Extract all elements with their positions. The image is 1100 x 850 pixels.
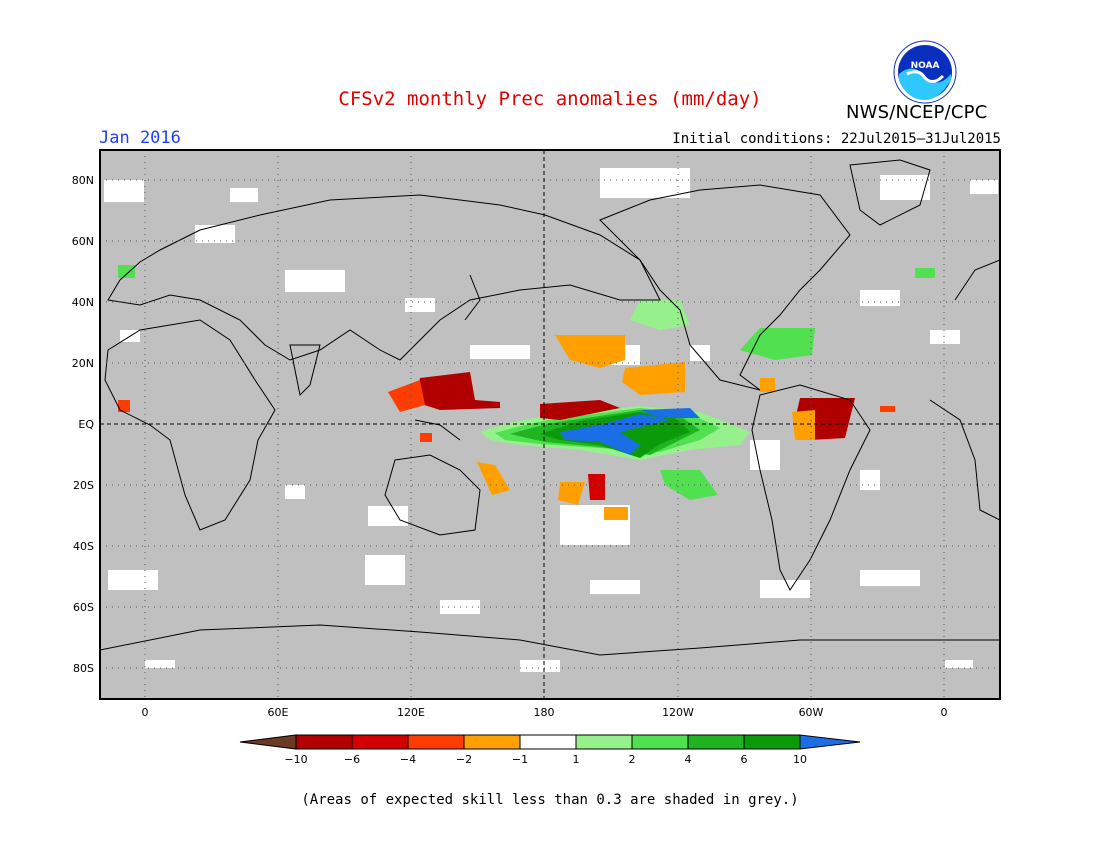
colorbar-label: −6 <box>344 753 360 766</box>
lon-label: 0 <box>142 706 149 719</box>
colorbar-label: −1 <box>512 753 528 766</box>
logo-text: NOAA <box>911 61 940 71</box>
latitude-labels: 80N 60N 40N 20N EQ 20S 40S 60S 80S <box>72 174 95 675</box>
colorbar-segment <box>463 734 521 750</box>
white-patches <box>104 168 998 672</box>
colorbar-segment <box>407 734 465 750</box>
map-frame <box>99 149 1001 700</box>
colorbar-segment <box>519 734 577 750</box>
lat-label: 60S <box>73 601 94 614</box>
colorbar-segment <box>743 734 801 750</box>
lat-label: 20N <box>72 357 94 370</box>
lat-label: 60N <box>72 235 94 248</box>
graticule <box>100 150 1000 699</box>
colorbar-label: 4 <box>685 753 692 766</box>
lat-label: 20S <box>73 479 94 492</box>
colorbar-label: −2 <box>456 753 472 766</box>
longitude-labels: 0 60E 120E 180 120W 60W 0 <box>142 706 948 719</box>
positive-anomaly-band <box>118 265 935 500</box>
colorbar-segment <box>631 734 689 750</box>
target-month: Jan 2016 <box>99 128 181 148</box>
lat-label: 40N <box>72 296 94 309</box>
lon-label: 120W <box>662 706 694 719</box>
colorbar-segment <box>351 734 409 750</box>
footnote: (Areas of expected skill less than 0.3 a… <box>301 792 799 808</box>
grey-skill-mask <box>100 150 1000 699</box>
colorbar-label: 1 <box>573 753 580 766</box>
lon-label: 120E <box>397 706 425 719</box>
lon-label: 60E <box>268 706 289 719</box>
initial-conditions: Initial conditions: 22Jul2015–31Jul2015 <box>672 131 1001 147</box>
page-title: CFSv2 monthly Prec anomalies (mm/day) <box>338 88 762 110</box>
coastlines <box>100 159 1000 656</box>
colorbar-segment <box>575 734 633 750</box>
anomaly-shading <box>100 159 1000 672</box>
lon-label: 0 <box>941 706 948 719</box>
colorbar-segment <box>295 734 353 750</box>
lat-label: EQ <box>78 418 94 431</box>
negative-anomaly-areas <box>118 335 895 520</box>
colorbar-label: −4 <box>400 753 416 766</box>
colorbar-label: 6 <box>741 753 748 766</box>
lat-label: 80S <box>73 662 94 675</box>
agency-label: NWS/NCEP/CPC <box>846 102 988 123</box>
colorbar-arrow-high <box>799 734 861 750</box>
lat-label: 40S <box>73 540 94 553</box>
lon-label: 180 <box>534 706 555 719</box>
noaa-logo: NOAA <box>893 40 957 104</box>
colorbar-label: −10 <box>284 753 307 766</box>
lat-label: 80N <box>72 174 94 187</box>
colorbar-label: 10 <box>793 753 807 766</box>
colorbar: −10 −6 −4 −2 −1 1 2 4 6 10 <box>239 734 861 766</box>
colorbar-segment <box>687 734 745 750</box>
colorbar-arrow-low <box>239 734 297 750</box>
lon-label: 60W <box>799 706 824 719</box>
colorbar-label: 2 <box>629 753 636 766</box>
